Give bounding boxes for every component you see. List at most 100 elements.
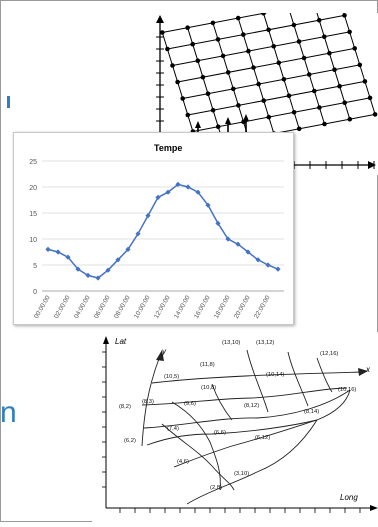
map-node-labels: (13,10) (13,12) (12,16) (11,8) (10,5) (10,8) (… [119,340,356,491]
map-node-label: (8,12) [244,403,259,409]
grid-node [235,15,241,21]
map-node-label: (8,3) [142,399,154,405]
curvilinear-axes [141,355,363,447]
y-tick-label: 25 [29,159,37,166]
map-node-label: (9,6) [184,401,196,407]
grid-node [312,88,317,94]
data-point [125,246,131,252]
grid-node [225,70,231,75]
y-tick-label: 15 [29,211,37,218]
data-point [205,202,211,208]
y-tick-label: 20 [29,185,37,192]
x-tick-label: 10:00:00 [133,294,152,320]
accent-mark [7,96,10,108]
grid-node [266,27,271,33]
grid-row-line [177,47,355,83]
map-node-label: (10,5) [164,374,179,380]
data-point [265,262,271,268]
map-ticks [102,351,361,513]
grid-node [170,63,175,68]
data-point [55,249,61,255]
grid-row-line [187,80,365,116]
grid-lines [161,0,376,149]
grid-node [276,60,282,66]
data-point [155,194,161,200]
y-tick-label: 10 [29,237,37,244]
grid-node [316,17,322,23]
data-point [85,272,91,278]
map-node-label: (10,16) [338,387,356,393]
map-node-label: (4,6) [177,459,189,465]
grid-node [291,22,297,28]
x-tick-label: 08:00:00 [113,294,132,320]
data-point [175,181,181,187]
grid-node [291,110,297,115]
x-tick-label: 16:00:00 [193,294,212,320]
data-point [255,257,261,263]
grid-node [271,44,276,49]
grid-node [195,58,201,63]
map-node-label: (11,8) [200,362,215,368]
series-markers [45,181,281,281]
grid-row-line [172,31,350,66]
grid-node [322,34,327,39]
grid-node [347,116,353,122]
map-node-label: (7,4) [167,426,179,432]
grid-node [332,67,337,72]
grid-col-line [237,17,275,134]
grid-node [296,39,302,44]
grid-node [362,79,368,84]
grid-col-line [161,32,199,149]
chart-y-ticks: 0 5 10 15 20 25 [29,159,37,296]
map-node-label: (13,12) [256,340,274,346]
grid-node [215,124,221,129]
grid-node [215,37,221,42]
y-curve-label: y [161,347,167,356]
grid-x-arrow [368,161,376,169]
map-node-label: (2,8) [210,485,222,491]
grid-node [327,50,332,56]
grid-node [205,91,211,96]
grid-node [342,100,347,105]
x-tick-label: 22:00:00 [253,294,272,320]
grid-node [367,95,373,101]
grid-node [352,46,357,51]
data-point [225,236,231,242]
temperature-chart-svg: Tempe 0 5 10 15 20 25 00:00:00 02:00:00 04:00:0… [29,143,284,320]
grid-node [185,25,190,30]
grid-node [241,32,246,37]
data-point [165,189,171,195]
x-tick-label: 12:00:00 [153,294,172,320]
grid-node [210,20,216,26]
grid-col-line [212,22,250,139]
grid-node [251,65,256,70]
chart-x-ticks: 00:00:00 02:00:00 04:00:00 06:00:00 08:00:00… [33,294,272,320]
data-point [45,246,51,252]
map-node-label: (10,8) [201,385,216,391]
x-tick-label: 14:00:00 [173,294,192,320]
curvilinear-grid [141,349,351,505]
y-tick-label: 0 [33,289,37,296]
map-node-label: (3,10) [234,471,249,477]
data-point [95,275,101,281]
data-point [185,184,191,190]
data-point [215,220,221,226]
grid-node [256,81,261,87]
map-node-label: (10,14) [266,372,284,378]
map-node-label: (8,14) [304,409,319,415]
grid-col-line [313,3,351,120]
map-node-label: (12,16) [320,351,338,357]
partial-heading-glyph: n [0,396,17,429]
grid-node [246,48,251,54]
grid-node [296,126,302,132]
grid-row-line [167,14,345,50]
series-line [47,183,279,279]
grid-nodes [160,0,378,151]
grid-node [261,98,266,103]
temperature-chart: Tempe 0 5 10 15 20 25 00:00:00 02:00:00 04:00:0… [13,132,294,325]
lat-long-svg: Lat Long y x (13,10) (13,12) (12,16) (11,8)… [102,336,378,513]
map-node-label: (6,2) [124,438,136,444]
grid-col-line [263,13,300,129]
y-tick-label: 5 [33,263,37,270]
grid-node [190,41,195,47]
